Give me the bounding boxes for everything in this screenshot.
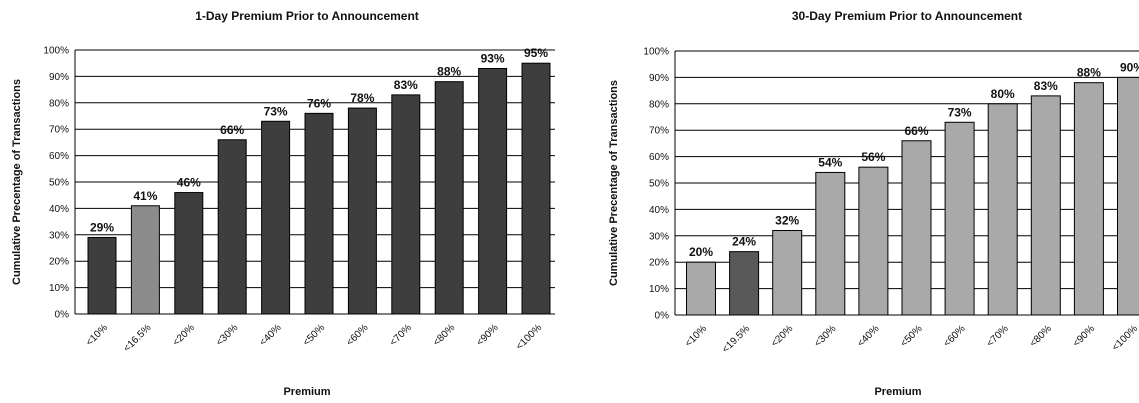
chart-1-y-tick-label: 60%	[49, 151, 69, 162]
chart-2-y-tick-label: 20%	[649, 258, 669, 269]
chart-2-x-axis-label: Premium	[874, 386, 921, 398]
chart-1-y-tick-label: 80%	[49, 98, 69, 109]
chart-2-bar	[987, 103, 1018, 316]
chart-2-x-tick-label: <20%	[769, 323, 795, 349]
chart-1-data-label: 95%	[524, 46, 548, 60]
chart-1-y-tick-label: 90%	[49, 72, 69, 83]
chart-2-bar	[858, 166, 889, 316]
chart-1-x-tick-label: <100%	[514, 322, 544, 352]
chart-2-y-tick-label: 100%	[643, 47, 669, 58]
chart-2-y-tick-label: 30%	[649, 231, 669, 242]
chart-1-y-tick-label: 70%	[49, 125, 69, 136]
chart-2-y-axis-label: Cumulative Precentage of Transactions	[608, 80, 620, 286]
chart-2-y-tick-label: 90%	[649, 73, 669, 84]
chart-2-data-label: 20%	[689, 245, 713, 259]
chart-2-bar	[1030, 95, 1061, 316]
chart-2-bar	[686, 261, 716, 316]
chart-1-x-tick-label: <20%	[171, 322, 197, 348]
chart-1-data-label: 78%	[350, 91, 374, 105]
chart-2-x-tick-label: <100%	[1110, 323, 1139, 353]
chart-1-data-label: 46%	[177, 176, 201, 190]
chart-2-data-label: 73%	[948, 105, 972, 119]
chart-2-data-label: 90%	[1120, 60, 1139, 74]
chart-1-data-label: 83%	[394, 78, 418, 92]
chart-1-x-axis-label: Premium	[283, 386, 330, 398]
chart-1-bar	[347, 107, 377, 315]
chart-2-x-tick-label: <40%	[855, 323, 881, 349]
chart-1-data-label: 88%	[437, 65, 461, 79]
chart-1-x-tick-label: <80%	[431, 322, 457, 348]
chart-2-y-tick-label: 70%	[649, 126, 669, 137]
chart-1-x-tick-label: <16.5%	[122, 322, 154, 354]
chart-1-bar	[521, 62, 551, 315]
chart-2-x-tick-label: <10%	[683, 323, 709, 349]
chart-2-data-label: 56%	[861, 150, 885, 164]
chart-1-bar	[478, 67, 508, 315]
chart-2-data-label: 54%	[818, 155, 842, 169]
chart-1-x-tick-label: <30%	[214, 322, 240, 348]
chart-2-bar	[772, 230, 803, 316]
chart-2-bar	[815, 171, 846, 316]
chart-1-data-label: 41%	[133, 189, 157, 203]
chart-1-data-label: 66%	[220, 123, 244, 137]
chart-2-data-label: 66%	[904, 124, 928, 138]
chart-1-x-tick-label: <40%	[258, 322, 284, 348]
chart-1-bar	[261, 120, 291, 315]
chart-2-bar	[1117, 76, 1139, 316]
chart-2-y-tick-label: 50%	[649, 179, 669, 190]
chart-2-y-tick-label: 10%	[649, 284, 669, 295]
chart-1-y-tick-label: 40%	[49, 204, 69, 215]
chart-2-x-tick-label: <60%	[942, 323, 968, 349]
chart-1-y-tick-label: 50%	[49, 178, 69, 189]
chart-1-bar	[87, 236, 117, 315]
chart-2-x-tick-label: <80%	[1028, 323, 1054, 349]
chart-1-title: 1-Day Premium Prior to Announcement	[195, 9, 419, 23]
chart-1-x-tick-label: <50%	[301, 322, 327, 348]
chart-1-x-tick-label: <60%	[344, 322, 370, 348]
chart-1-x-tick-label: <70%	[388, 322, 414, 348]
chart-1-y-tick-label: 10%	[49, 283, 69, 294]
chart-1-y-tick-label: 20%	[49, 257, 69, 268]
chart-1-day-premium: 1-Day Premium Prior to Announcement 0% 10%…	[11, 9, 555, 398]
chart-1-bar	[130, 205, 160, 315]
chart-2-x-tick-label: <19.5%	[720, 323, 752, 355]
chart-2-data-label: 24%	[732, 235, 756, 249]
chart-1-y-tick-label: 30%	[49, 230, 69, 241]
chart-1-x-tick-label: <10%	[84, 322, 110, 348]
chart-2-data-label: 88%	[1077, 66, 1101, 80]
chart-30-day-premium: 30-Day Premium Prior to Announcement 0% 10…	[608, 9, 1139, 398]
chart-2-bar	[901, 140, 932, 316]
chart-2-y-tick-label: 40%	[649, 205, 669, 216]
chart-1-bar	[217, 139, 247, 315]
chart-2-x-tick-label: <70%	[985, 323, 1011, 349]
chart-2-bar	[1073, 82, 1104, 316]
chart-2-x-tick-label: <30%	[812, 323, 838, 349]
chart-1-bar	[391, 94, 421, 315]
chart-1-data-label: 29%	[90, 220, 114, 234]
chart-2-data-label: 32%	[775, 214, 799, 228]
chart-2-y-tick-label: 0%	[655, 311, 670, 322]
chart-1-y-tick-label: 0%	[55, 310, 70, 321]
chart-2-bar	[729, 251, 760, 316]
chart-2-y-tick-label: 60%	[649, 152, 669, 163]
chart-2-y-tick-label: 80%	[649, 99, 669, 110]
chart-1-y-tick-label: 100%	[43, 46, 69, 57]
chart-1-data-label: 73%	[264, 104, 288, 118]
chart-1-data-label: 76%	[307, 96, 331, 110]
chart-1-y-axis-label: Cumulative Precentage of Transactions	[11, 79, 23, 285]
chart-1-data-label: 93%	[481, 51, 505, 65]
chart-1-bar	[434, 81, 464, 315]
chart-1-bar	[174, 192, 204, 315]
chart-1-bar	[304, 112, 334, 315]
chart-1-x-tick-label: <90%	[475, 322, 501, 348]
chart-2-x-tick-label: <90%	[1071, 323, 1097, 349]
chart-2-data-label: 80%	[991, 87, 1015, 101]
chart-2-title: 30-Day Premium Prior to Announcement	[792, 9, 1022, 23]
chart-2-data-label: 83%	[1034, 79, 1058, 93]
chart-2-bar	[944, 121, 975, 316]
chart-2-x-tick-label: <50%	[899, 323, 925, 349]
